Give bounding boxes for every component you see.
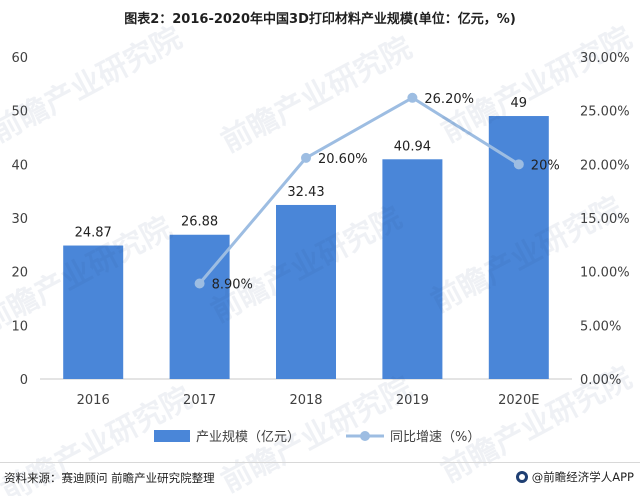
y-right-tick-label: 0.00% bbox=[580, 373, 621, 388]
legend-bar-label: 产业规模（亿元） bbox=[196, 430, 300, 445]
growth-rate-line bbox=[198, 96, 520, 285]
y-left-tick-label: 10 bbox=[11, 319, 28, 334]
y-right-tick-label: 20.00% bbox=[580, 158, 630, 173]
line-value-label: 20.60% bbox=[318, 152, 368, 167]
legend-line-marker bbox=[360, 431, 370, 441]
footer-divider bbox=[0, 462, 640, 463]
y-left-tick-label: 60 bbox=[11, 51, 28, 66]
bar bbox=[276, 204, 336, 379]
line-point bbox=[407, 92, 418, 103]
brand-label: @前瞻经济学人APP bbox=[531, 470, 634, 484]
bar-value-label: 40.94 bbox=[394, 139, 431, 154]
bar-value-label: 24.87 bbox=[75, 226, 112, 241]
y-right-tick-label: 25.00% bbox=[580, 105, 630, 120]
brand-credit: @前瞻经济学人APP bbox=[515, 469, 634, 485]
y-left-tick-label: 50 bbox=[11, 105, 28, 120]
x-tick-label: 2019 bbox=[396, 393, 429, 408]
y-right-tick-label: 10.00% bbox=[580, 266, 630, 281]
line-point bbox=[194, 278, 205, 289]
bar bbox=[488, 116, 549, 380]
x-tick-label: 2017 bbox=[183, 393, 216, 408]
y-right-tick-label: 30.00% bbox=[580, 51, 630, 66]
bar-value-label: 32.43 bbox=[287, 185, 324, 200]
bar-value-label: 49 bbox=[511, 96, 528, 111]
source-note: 资料来源：赛迪顾问 前瞻产业研究院整理 bbox=[4, 471, 215, 485]
bar bbox=[63, 245, 124, 379]
x-tick-label: 2016 bbox=[77, 393, 110, 408]
legend-line-label: 同比增速（%） bbox=[390, 430, 480, 445]
y-right-tick-label: 15.00% bbox=[580, 212, 630, 227]
line-value-label: 20% bbox=[531, 158, 560, 173]
chart-title: 图表2：2016-2020年中国3D打印材料产业规模(单位：亿元，%) bbox=[124, 12, 516, 27]
x-tick-label: 2018 bbox=[289, 393, 322, 408]
line-point bbox=[513, 159, 524, 170]
line-value-label: 8.90% bbox=[212, 277, 253, 292]
line-value-label: 26.20% bbox=[424, 92, 474, 107]
y-left-tick-label: 30 bbox=[11, 212, 28, 227]
combo-chart: 0 10 20 30 40 50 60 0.00% 5.00% 10.00% 15.00% 20.00… bbox=[11, 51, 630, 445]
x-tick-label: 2020E bbox=[498, 393, 539, 408]
y-right-tick-label: 5.00% bbox=[580, 319, 621, 334]
legend-bar-swatch bbox=[154, 430, 190, 442]
bar bbox=[382, 159, 443, 379]
y-left-tick-label: 40 bbox=[11, 158, 28, 173]
line-point bbox=[301, 152, 311, 163]
brand-logo-icon bbox=[515, 471, 528, 483]
y-left-tick-label: 20 bbox=[11, 266, 28, 281]
y-left-tick-label: 0 bbox=[20, 373, 28, 388]
bar-value-label: 26.88 bbox=[181, 215, 218, 230]
